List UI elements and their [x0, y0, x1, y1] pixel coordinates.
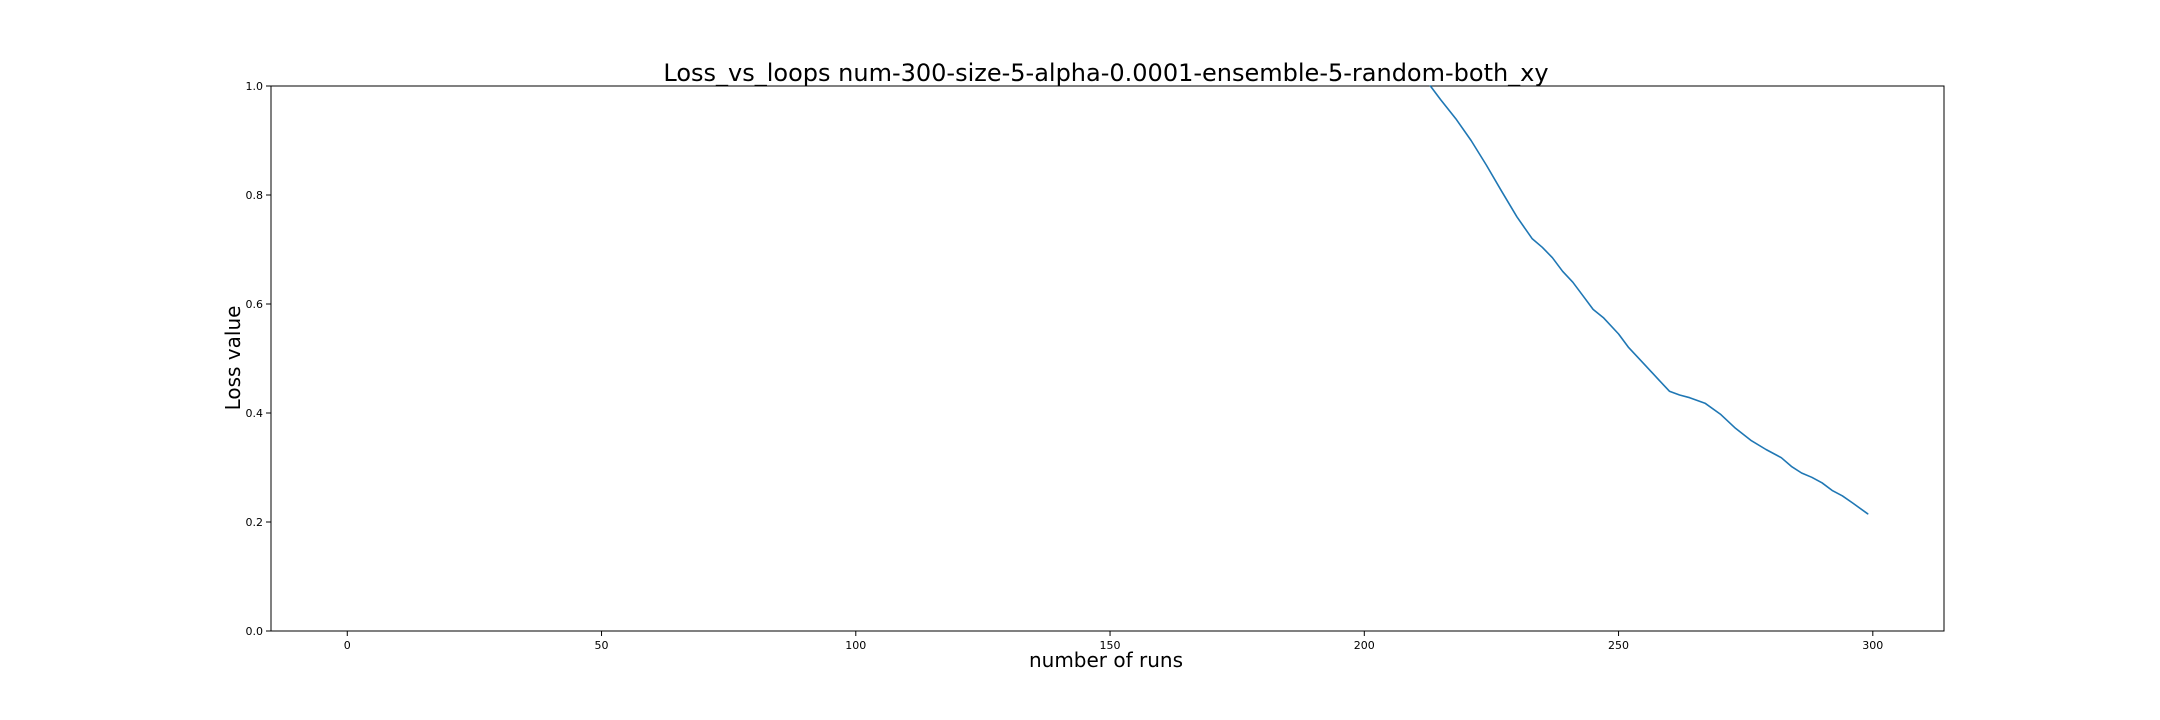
x-tick-label: 50 — [595, 639, 609, 652]
x-axis-label: number of runs — [1029, 648, 1183, 672]
x-tick-label: 300 — [1862, 639, 1883, 652]
x-tick-label: 250 — [1608, 639, 1629, 652]
y-tick-label: 0.8 — [246, 189, 264, 202]
x-tick-label: 200 — [1354, 639, 1375, 652]
plot-frame — [270, 85, 1945, 632]
x-tick-label: 150 — [1100, 639, 1121, 652]
x-tick-label: 100 — [845, 639, 866, 652]
y-tick-label: 1.0 — [246, 80, 264, 93]
x-tick-label: 0 — [344, 639, 351, 652]
y-tick-label: 0.0 — [246, 625, 264, 638]
plot-area: 0 50 100 150 200 250 300 0.0 0.2 0.4 0.6 0.8 1.0 — [246, 80, 1945, 652]
series-line — [1429, 85, 1869, 515]
y-axis-label: Loss value — [221, 306, 245, 411]
y-tick-label: 0.6 — [246, 298, 264, 311]
y-tick-label: 0.4 — [246, 407, 264, 420]
y-tick-label: 0.2 — [246, 516, 264, 529]
chart-title: Loss_vs_loops num-300-size-5-alpha-0.000… — [663, 59, 1548, 87]
